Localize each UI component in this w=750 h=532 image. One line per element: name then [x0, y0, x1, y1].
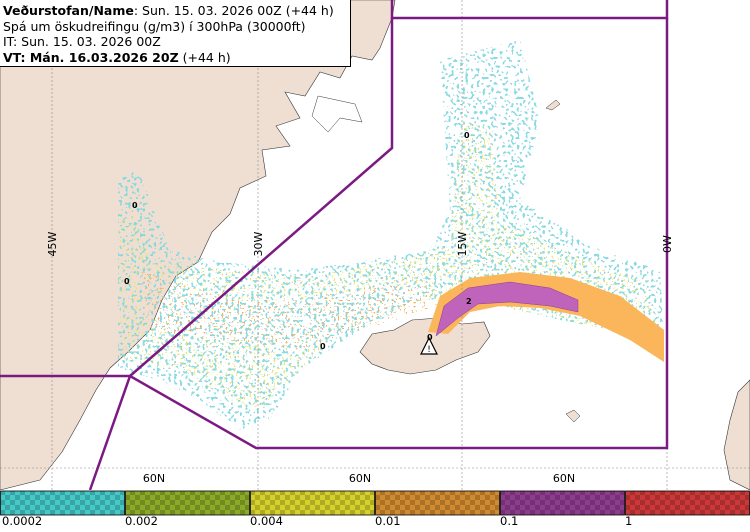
- forecast-hour: (+44 h): [178, 49, 231, 65]
- faroe-islands: [565, 409, 581, 423]
- product-description: Spá um öskudreifingu (g/m3) í 300hPa (30…: [3, 18, 306, 34]
- parallel-label-1: 60N: [143, 472, 165, 485]
- contour-label: 0: [427, 333, 433, 342]
- parallel-label-2: 60N: [349, 472, 371, 485]
- ash-plume-purple: [435, 281, 579, 337]
- valid-time: VT: Mán. 16.03.2026 20Z: [3, 49, 179, 65]
- legend-swatch-pattern: [625, 491, 750, 515]
- legend-threshold-label: 0.004: [250, 514, 283, 528]
- jan-mayen: [545, 99, 561, 111]
- legend-swatch-pattern: [125, 491, 250, 515]
- meridian-label-45w: 45W: [46, 231, 59, 256]
- legend-swatch-pattern: [500, 491, 625, 515]
- meridian-label-30w: 30W: [252, 231, 265, 256]
- legend-threshold-label: 1: [625, 514, 633, 528]
- contour-labels: 0 0 0 0 2 0: [124, 131, 472, 351]
- forecast-info-box: Veðurstofan/Name: Sun. 15. 03. 2026 00Z …: [0, 0, 351, 67]
- legend-threshold-label: 0.01: [375, 514, 401, 528]
- issue-run: : Sun. 15. 03. 2026 00Z (+44 h): [133, 3, 334, 18]
- warning-triangle-icon: !: [420, 336, 438, 355]
- meridian-label-0w: 0W: [661, 235, 674, 253]
- meridian-label-15w: 15W: [456, 231, 469, 256]
- ash-forecast-map: ! 45W 30W 15W 0W 60N 60N 60N 0 0 0 0 2 0: [0, 0, 750, 490]
- contour-label: 2: [466, 297, 472, 306]
- initial-time: IT: Sun. 15. 03. 2026 00Z: [3, 34, 161, 49]
- legend-swatch-pattern: [250, 491, 375, 515]
- ash-orange-speckle: [140, 270, 430, 350]
- norway-land: [723, 379, 750, 490]
- contour-label: 0: [320, 342, 326, 351]
- issuer-label: Veðurstofan/Name: [3, 3, 134, 18]
- parallel-labels: 60N 60N 60N: [143, 472, 575, 485]
- svg-text:!: !: [427, 345, 431, 355]
- contour-label: 0: [464, 131, 470, 140]
- contour-label: 0: [124, 277, 130, 286]
- contour-label: 0: [132, 201, 138, 210]
- meridian-labels: 45W 30W 15W 0W: [46, 231, 674, 256]
- concentration-legend: [0, 490, 750, 516]
- legend-threshold-label: 0.002: [125, 514, 158, 528]
- legend-swatch-pattern: [0, 491, 125, 515]
- legend-threshold-label: 0.0002: [2, 514, 43, 528]
- parallel-label-3: 60N: [553, 472, 575, 485]
- legend-swatch-pattern: [375, 491, 500, 515]
- greenland-fjord: [311, 95, 363, 133]
- zone-boundary: [0, 0, 669, 490]
- legend-threshold-label: 0.1: [500, 514, 519, 528]
- greenland-land: [0, 0, 396, 490]
